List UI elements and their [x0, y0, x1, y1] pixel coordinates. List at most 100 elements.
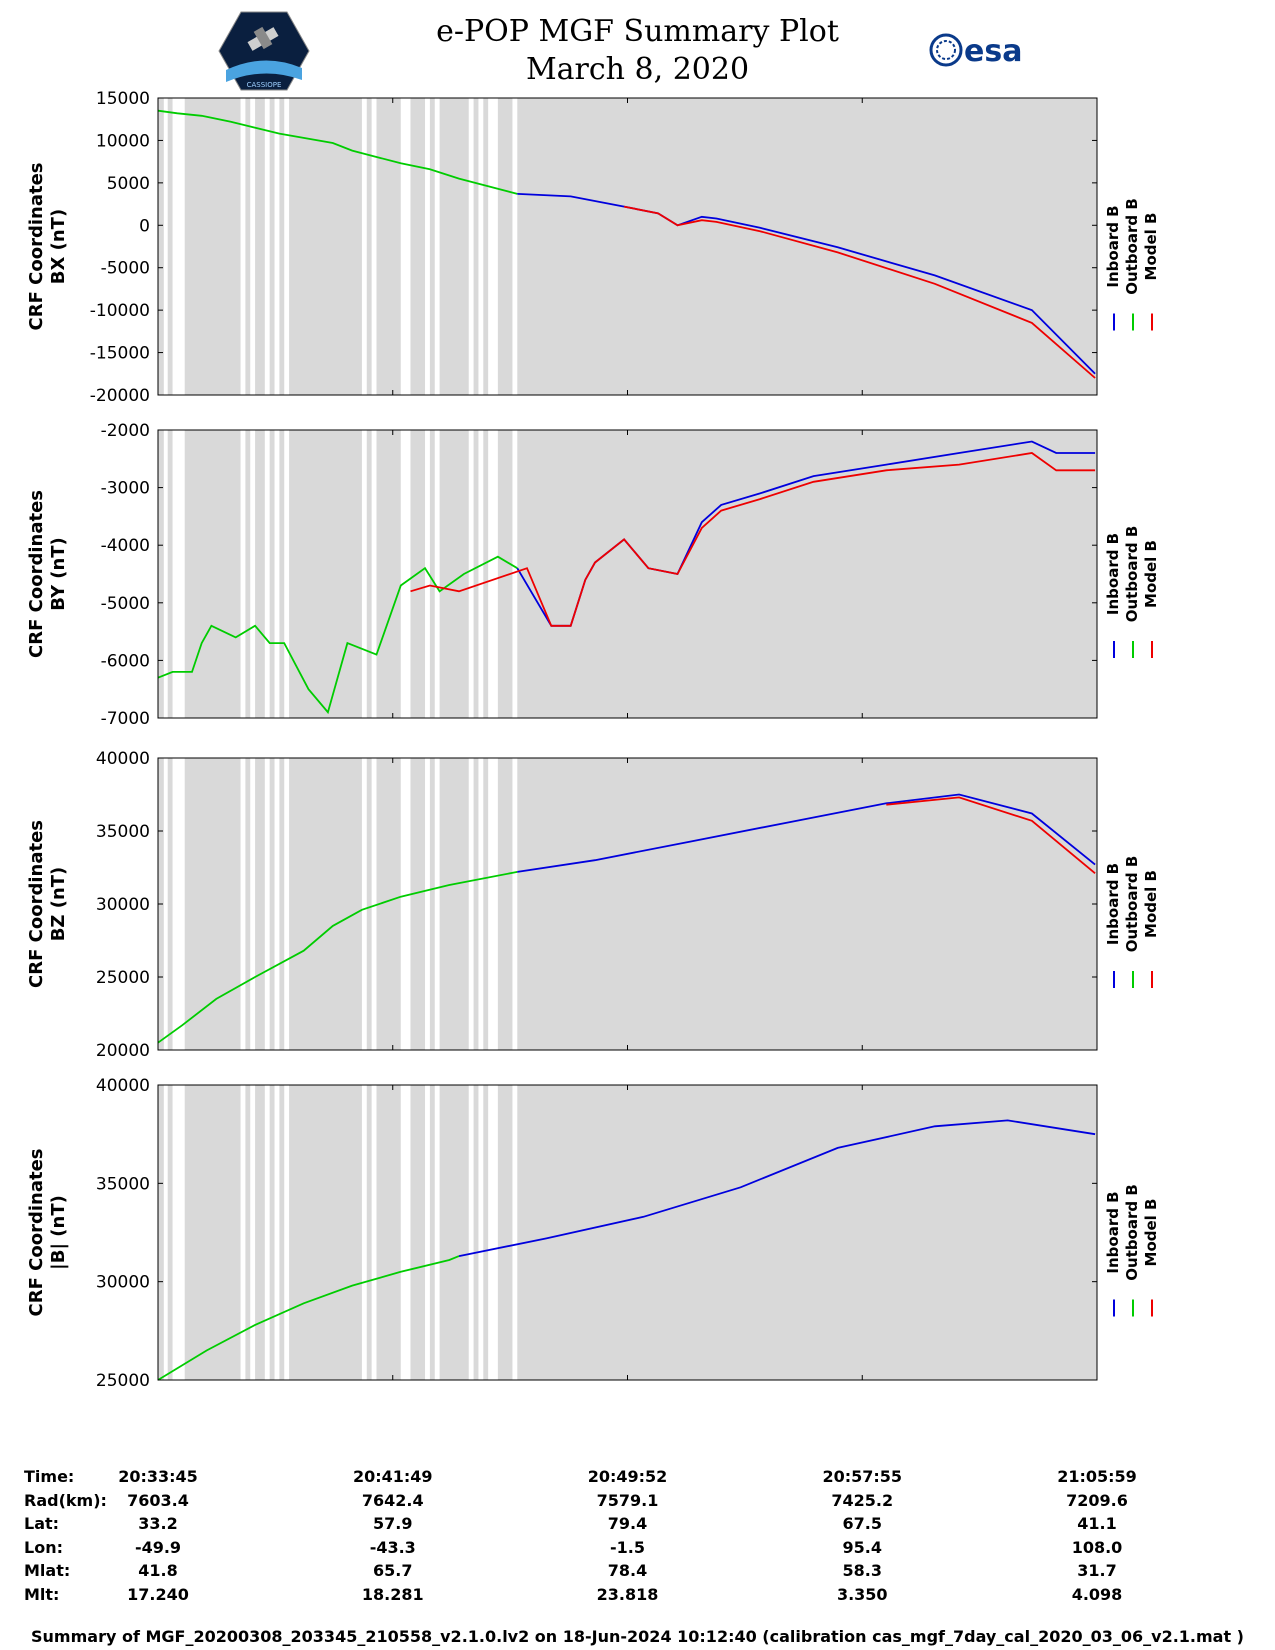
y-axis-label: |B| (nT)	[48, 1195, 69, 1270]
orbit-row-label: Lat:	[24, 1514, 60, 1533]
y-tick-label: -2000	[101, 421, 150, 441]
data-gap-band	[366, 1085, 372, 1380]
data-gap-band	[429, 758, 435, 1050]
y-tick-label: 25000	[96, 1371, 150, 1391]
cassiope-logo: CASSIOPE	[218, 11, 310, 91]
data-gap-band	[376, 98, 401, 395]
orbit-value: 57.9	[373, 1514, 413, 1533]
chart-panel-1: 15000 10000 5000 0 -5000 -10000 -15000 -20000 CR…	[26, 89, 1160, 406]
orbit-value: 3.350	[836, 1584, 888, 1604]
legend-label: Outboard B	[1123, 1184, 1141, 1281]
data-gap-band	[483, 98, 489, 395]
y-tick-label: -5000	[101, 259, 150, 279]
orbit-row-label: Mlt:	[24, 1584, 60, 1604]
data-gap-band	[184, 1085, 241, 1380]
series-line-model-b	[623, 205, 1096, 379]
data-gap-band	[255, 430, 265, 718]
data-gap-band	[517, 758, 1097, 1050]
orbit-value: 41.8	[138, 1561, 178, 1580]
series-line-outboard-b	[157, 871, 518, 1044]
data-gap-band	[245, 1085, 251, 1380]
footer-summary: Summary of MGF_20200308_203345_210558_v2…	[31, 1627, 1244, 1646]
esa-logo: esa	[929, 33, 1022, 69]
data-gap-band	[245, 98, 251, 395]
series-line-model-b	[886, 796, 1096, 874]
data-gap-band	[376, 1085, 401, 1380]
chart-panel-3: 40000 35000 30000 25000 20000 CRF Coordinates…	[26, 749, 1160, 1061]
data-gap-band	[279, 430, 285, 718]
data-gap-band	[158, 430, 164, 718]
orbit-value: -49.9	[134, 1537, 182, 1557]
data-gap-band	[245, 430, 251, 718]
data-gap-band	[269, 758, 275, 1050]
y-tick-label: 0	[139, 216, 150, 236]
data-gap-band	[483, 758, 489, 1050]
data-gap-band	[366, 758, 372, 1050]
legend-label: Outboard B	[1123, 856, 1141, 953]
orbit-value: 23.818	[596, 1584, 659, 1604]
data-gap-band	[439, 98, 469, 395]
data-gap-band	[483, 430, 489, 718]
legend-label: Model B	[1142, 870, 1160, 938]
y-tick-label: 25000	[96, 968, 150, 988]
y-tick-label: -6000	[101, 651, 150, 671]
orbit-value: 20:33:45	[118, 1467, 198, 1486]
y-tick-label: 35000	[96, 822, 150, 842]
orbit-value: 20:41:49	[352, 1467, 433, 1486]
page-title: e-POP MGF Summary Plot	[436, 14, 839, 49]
data-gap-band	[366, 430, 372, 718]
cassiope-logo-text: CASSIOPE	[247, 81, 282, 89]
y-axis-label: CRF Coordinates	[26, 490, 47, 658]
data-gap-band	[439, 1085, 469, 1380]
orbit-info-table: Time: Rad(km): Lat: Lon: Mlat: Mlt: 20:33:45 76…	[0, 1462, 1275, 1622]
data-gap-band	[255, 98, 265, 395]
orbit-value: 78.4	[607, 1561, 648, 1580]
y-axis-label: CRF Coordinates	[26, 163, 47, 331]
y-tick-label: -4000	[101, 536, 150, 556]
data-gap-band	[497, 1085, 513, 1380]
data-gap-band	[473, 758, 479, 1050]
legend-label: Inboard B	[1104, 863, 1122, 945]
legend-label: Outboard B	[1123, 526, 1141, 623]
data-gap-band	[245, 758, 251, 1050]
legend-label: Inboard B	[1104, 533, 1122, 615]
orbit-value: 7209.6	[1066, 1490, 1128, 1510]
data-gap-band	[289, 1085, 362, 1380]
data-gap-band	[497, 98, 513, 395]
orbit-value: 7425.2	[831, 1490, 894, 1510]
legend-label: Inboard B	[1104, 1191, 1122, 1273]
data-gap-band	[184, 430, 241, 718]
orbit-value: 4.098	[1071, 1584, 1123, 1604]
orbit-row-label: Time:	[24, 1467, 75, 1486]
legend-label: Outboard B	[1123, 198, 1141, 295]
data-gap-band	[410, 98, 426, 395]
data-gap-band	[439, 758, 469, 1050]
data-gap-band	[279, 758, 285, 1050]
y-tick-label: 30000	[96, 1273, 150, 1293]
plot-frame	[157, 757, 1098, 1051]
orbit-value: 33.2	[138, 1514, 178, 1533]
series-line-outboard-b	[157, 555, 518, 715]
data-gap-band	[167, 98, 173, 395]
y-tick-label: 15000	[96, 89, 150, 109]
data-gap-band	[483, 1085, 489, 1380]
orbit-value: 7603.4	[127, 1490, 189, 1510]
y-axis-label: CRF Coordinates	[26, 1149, 47, 1317]
series-line-outboard-b	[157, 1255, 460, 1381]
data-gap-band	[366, 98, 372, 395]
data-gap-band	[410, 1085, 426, 1380]
series-line-inboard-b	[458, 1119, 1096, 1257]
series-line-inboard-b	[517, 193, 1096, 375]
orbit-row-label: Lon:	[24, 1537, 63, 1557]
orbit-value: 79.4	[607, 1514, 648, 1533]
mgf-summary-charts: 15000 10000 5000 0 -5000 -10000 -15000 -20000 CR…	[26, 89, 1160, 1391]
y-axis-label: BZ (nT)	[48, 867, 69, 942]
orbit-value: 20:57:55	[822, 1467, 903, 1486]
page-subtitle-date: March 8, 2020	[525, 52, 750, 87]
data-gap-band	[497, 758, 513, 1050]
series-line-inboard-b	[517, 793, 1096, 873]
data-gap-band	[279, 1085, 285, 1380]
y-tick-label: 35000	[96, 1174, 150, 1194]
data-gap-band	[517, 1085, 1097, 1380]
data-gap-band	[517, 98, 1097, 395]
